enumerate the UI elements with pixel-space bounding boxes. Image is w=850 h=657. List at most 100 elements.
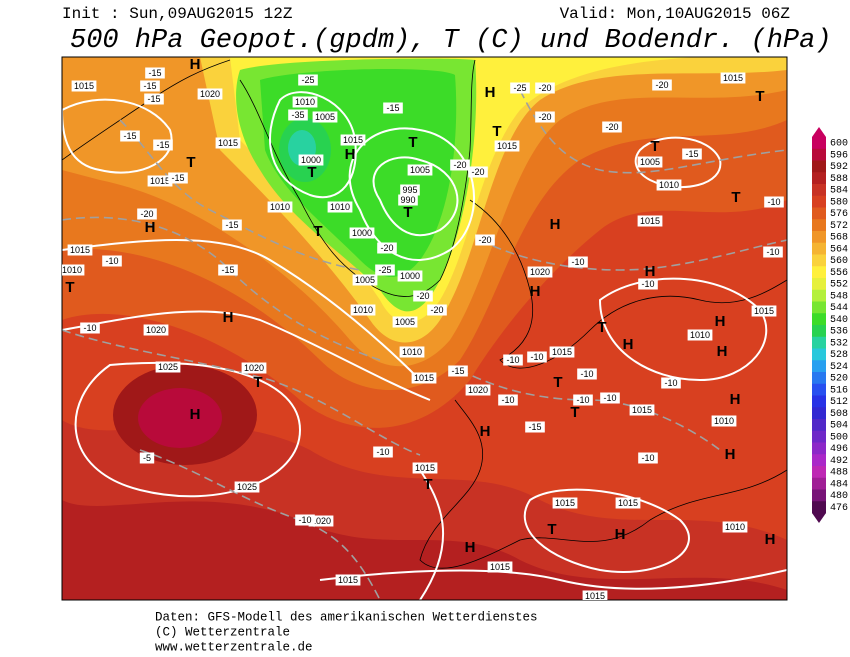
contour-label-box <box>383 102 403 114</box>
contour-label-box <box>349 227 375 239</box>
pressure-center: T <box>650 138 659 155</box>
contour-label-box <box>656 179 682 191</box>
pressure-center: T <box>253 374 262 391</box>
colorbar-swatch <box>812 184 826 197</box>
colorbar-swatch <box>812 207 826 220</box>
contour-label: -15 <box>171 173 184 183</box>
pressure-center: H <box>717 343 728 360</box>
contour-label-box <box>120 130 140 142</box>
contour-label: 1010 <box>659 180 679 190</box>
contour-label: -10 <box>501 395 514 405</box>
colorbar-swatch <box>812 383 826 396</box>
contour-label: -10 <box>83 323 96 333</box>
colorbar-label: 544 <box>830 303 848 314</box>
contour-label-box <box>392 316 418 328</box>
contour-label-box <box>234 481 260 493</box>
contour-label: -20 <box>380 243 393 253</box>
contour-label-box <box>573 394 593 406</box>
contour-label-box <box>535 82 555 94</box>
contour-label: -10 <box>376 447 389 457</box>
colorbar-label: 492 <box>830 456 848 467</box>
contour-label-box <box>527 351 547 363</box>
colorbar-swatch <box>812 336 826 349</box>
contour-label-box <box>552 497 578 509</box>
contour-label-box <box>751 305 777 317</box>
colorbar-swatch <box>812 278 826 291</box>
contour-label-box <box>71 80 97 92</box>
colorbar-swatch <box>812 148 826 161</box>
colorbar-swatch <box>812 219 826 232</box>
contour-label: -10 <box>641 453 654 463</box>
isobar <box>269 91 357 199</box>
contour-label-box <box>637 215 663 227</box>
contour-label: -25 <box>513 83 526 93</box>
contour-label: 1020 <box>530 267 550 277</box>
colorbar-swatch <box>812 466 826 479</box>
pressure-center: T <box>492 123 501 140</box>
colorbar-label: 476 <box>830 503 848 514</box>
colorbar-swatch <box>812 289 826 302</box>
pressure-center: T <box>570 404 579 421</box>
contour-label: 1015 <box>754 306 774 316</box>
contour-label: 1015 <box>490 562 510 572</box>
footer-url: www.wetterzentrale.de <box>155 640 313 654</box>
pressure-center: H <box>190 406 201 423</box>
contour-label: 1015 <box>632 405 652 415</box>
contour-label: 1010 <box>725 522 745 532</box>
contour-label: 1015 <box>585 591 605 601</box>
contour-label: -10 <box>298 515 311 525</box>
colorbar-swatch <box>812 419 826 432</box>
contour-label-box <box>222 219 242 231</box>
contour-label: 1005 <box>355 275 375 285</box>
contour-label: 1015 <box>555 498 575 508</box>
contour-label-box <box>67 244 93 256</box>
pressure-center: H <box>730 391 741 408</box>
pressure-center: T <box>403 204 412 221</box>
contour-label-box <box>312 111 338 123</box>
contour-label: -10 <box>767 197 780 207</box>
colorbar-label: 600 <box>830 139 848 150</box>
contour-label: 1005 <box>395 317 415 327</box>
colorbar-label: 572 <box>830 221 848 232</box>
contour-label-box <box>308 515 334 527</box>
contour-label: 1010 <box>402 347 422 357</box>
isobar <box>419 469 444 600</box>
contour-label-box <box>687 329 713 341</box>
contour-label-box <box>764 196 784 208</box>
contour-label: 1010 <box>330 202 350 212</box>
colorbar-swatch <box>812 160 826 173</box>
colorbar-swatch <box>812 301 826 314</box>
isobar <box>62 310 431 401</box>
contour-label: 1005 <box>410 165 430 175</box>
map-area <box>62 57 787 600</box>
contour-label: 1025 <box>237 482 257 492</box>
contour-label-box <box>139 452 155 464</box>
isobar <box>62 239 421 381</box>
contour-label: -15 <box>451 366 464 376</box>
colorbar-swatch <box>812 348 826 361</box>
contour-label-box <box>340 134 366 146</box>
contour-label-box <box>267 201 293 213</box>
contour-label: 1010 <box>690 330 710 340</box>
colorbar-label: 496 <box>830 444 848 455</box>
contour-label-box <box>168 172 188 184</box>
colorbar-swatch <box>812 372 826 385</box>
contour-label-box <box>527 266 553 278</box>
isobar <box>319 569 787 590</box>
contour-label: -15 <box>148 68 161 78</box>
colorbar-swatch <box>812 172 826 185</box>
contour-label: 1000 <box>352 228 372 238</box>
contour-label: 1020 <box>146 325 166 335</box>
contour-label-box <box>448 365 468 377</box>
isotherm <box>62 329 421 456</box>
pressure-center: H <box>715 313 726 330</box>
contour-label: -25 <box>378 265 391 275</box>
contour-label-box <box>144 93 164 105</box>
contour-label: 1015 <box>415 463 435 473</box>
contour-label-box <box>373 446 393 458</box>
isotherm <box>139 449 381 600</box>
pressure-center: T <box>597 319 606 336</box>
contour-label: 1015 <box>74 81 94 91</box>
colorbar-arrow-bottom <box>812 513 826 523</box>
